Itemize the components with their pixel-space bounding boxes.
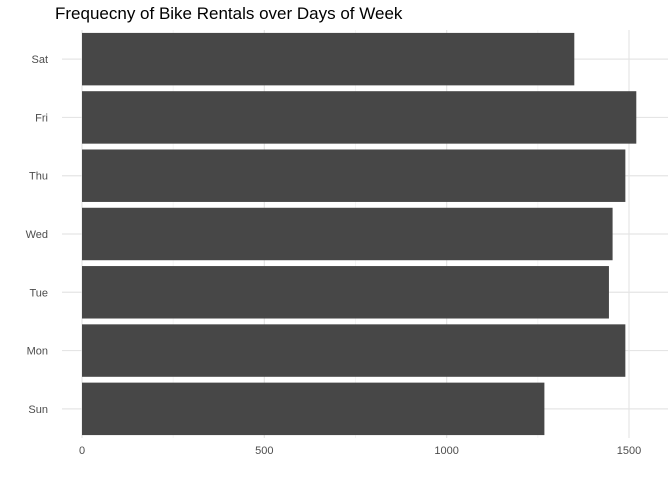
bar-wed	[82, 207, 613, 261]
x-tick-label-1000: 1000	[434, 445, 458, 457]
y-tick-label-wed: Wed	[26, 229, 48, 241]
bar-tue	[82, 266, 609, 319]
y-tick-label-fri: Fri	[35, 112, 48, 124]
y-tick-label-mon: Mon	[27, 346, 48, 358]
y-tick-label-sun: Sun	[28, 404, 48, 416]
bar-sat	[82, 32, 575, 86]
bar-thu	[82, 149, 626, 202]
x-tick-label-0: 0	[79, 445, 85, 457]
y-tick-label-sat: Sat	[31, 54, 48, 66]
bar-sun	[82, 382, 545, 436]
x-tick-label-1500: 1500	[617, 445, 641, 457]
y-tick-label-tue: Tue	[29, 287, 48, 299]
bar-fri	[82, 91, 637, 144]
chart-title: Frequecny of Bike Rentals over Days of W…	[55, 4, 403, 23]
bar-mon	[82, 324, 626, 377]
y-tick-label-thu: Thu	[29, 171, 48, 183]
x-tick-label-500: 500	[255, 445, 273, 457]
